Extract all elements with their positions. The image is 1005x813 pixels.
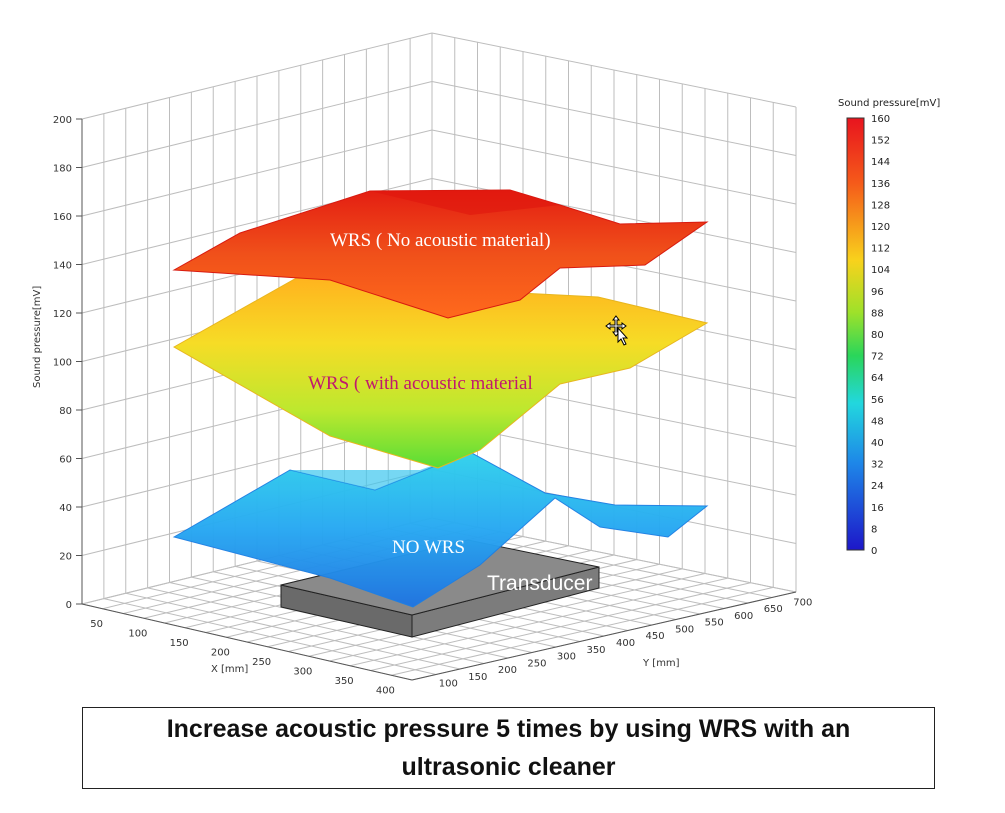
x-axis-title: X [mm] xyxy=(211,664,248,675)
x-tick-labels: 50 100 150 200 250 300 350 400 xyxy=(90,619,395,697)
y-axis-title: Y [mm] xyxy=(642,658,680,669)
colorbar-tick-label: 88 xyxy=(871,308,884,319)
colorbar-tick-label: 48 xyxy=(871,416,884,427)
x-tick-label: 350 xyxy=(335,676,354,687)
grid-line xyxy=(81,81,433,168)
y-tick-label: 650 xyxy=(764,604,783,615)
z-axis-title: Sound pressure[mV] xyxy=(32,286,43,388)
grid-line xyxy=(81,129,433,217)
colorbar-title: Sound pressure[mV] xyxy=(838,98,940,109)
y-axis-line xyxy=(411,591,797,681)
z-tick-label: 80 xyxy=(59,406,72,417)
colorbar-tick-label: 136 xyxy=(871,179,890,190)
x-tick-label: 200 xyxy=(211,647,230,658)
x-tick-label: 100 xyxy=(128,628,147,639)
grid-line xyxy=(431,81,797,156)
colorbar: Sound pressure[mV] 160152144136128120112… xyxy=(838,98,940,557)
y-tick-label: 300 xyxy=(557,652,576,663)
y-tick-label: 550 xyxy=(705,618,724,629)
label-transducer: Transducer xyxy=(487,572,592,595)
x-tick-label: 400 xyxy=(376,685,395,696)
grid-line xyxy=(350,577,728,667)
colorbar-tick-label: 96 xyxy=(871,287,884,298)
z-tick-labels: 0 20 40 60 80 100 120 140 160 180 200 xyxy=(53,115,82,611)
z-tick-label: 20 xyxy=(59,552,72,563)
z-tick-label: 0 xyxy=(66,600,72,611)
colorbar-tick-label: 0 xyxy=(871,546,877,557)
z-tick-label: 180 xyxy=(53,164,72,175)
colorbar-tick-label: 56 xyxy=(871,395,884,406)
z-tick-label: 140 xyxy=(53,261,72,272)
z-tick-label: 40 xyxy=(59,503,72,514)
grid-line xyxy=(370,582,751,671)
x-tick-label: 150 xyxy=(170,638,189,649)
surface-no-wrs xyxy=(172,451,709,608)
colorbar-tick-label: 152 xyxy=(871,136,890,147)
y-tick-label: 250 xyxy=(527,658,546,669)
colorbar-tick-label: 104 xyxy=(871,265,890,276)
colorbar-tick-label: 80 xyxy=(871,330,884,341)
y-tick-label: 700 xyxy=(793,597,812,608)
y-tick-label: 350 xyxy=(586,645,605,656)
y-tick-label: 150 xyxy=(468,672,487,683)
move-cursor-icon xyxy=(605,315,629,346)
y-tick-label: 450 xyxy=(646,631,665,642)
colorbar-tick-label: 40 xyxy=(871,438,884,449)
colorbar-tick-label: 144 xyxy=(871,157,890,168)
grid-line xyxy=(431,32,797,108)
z-tick-label: 60 xyxy=(59,455,72,466)
colorbar-tick-label: 128 xyxy=(871,200,890,211)
colorbar-gradient xyxy=(846,117,865,551)
grid-line xyxy=(431,129,797,205)
colorbar-tick-label: 16 xyxy=(871,503,884,514)
caption: Increase acoustic pressure 5 times by us… xyxy=(82,707,935,789)
y-tick-label: 400 xyxy=(616,638,635,649)
colorbar-tick-label: 64 xyxy=(871,373,884,384)
x-axis-line xyxy=(81,603,413,681)
colorbar-tick-label: 72 xyxy=(871,352,884,363)
colorbar-tick-labels: 1601521441361281201121049688807264564840… xyxy=(871,114,890,557)
y-tick-label: 100 xyxy=(439,679,458,690)
colorbar-tick-label: 24 xyxy=(871,481,884,492)
colorbar-tick-label: 120 xyxy=(871,222,890,233)
z-tick-label: 120 xyxy=(53,309,72,320)
label-with-acoustic: WRS ( with acoustic material xyxy=(308,373,533,394)
colorbar-tick-label: 8 xyxy=(871,524,877,535)
label-no-acoustic: WRS ( No acoustic material) xyxy=(330,230,551,251)
colorbar-tick-label: 112 xyxy=(871,244,890,255)
colorbar-tick-label: 32 xyxy=(871,460,884,471)
surface-chart: WRS ( No acoustic material) WRS ( with a… xyxy=(32,32,940,697)
grid-line xyxy=(329,573,706,662)
y-tick-label: 500 xyxy=(675,624,694,635)
surface-no-acoustic xyxy=(172,189,709,319)
y-tick-label: 600 xyxy=(734,611,753,622)
x-tick-label: 250 xyxy=(252,657,271,668)
label-no-wrs: NO WRS xyxy=(392,537,465,558)
grid-line xyxy=(391,586,774,676)
grid-line xyxy=(81,32,433,120)
x-tick-label: 300 xyxy=(293,666,312,677)
x-tick-label: 50 xyxy=(90,619,103,630)
z-tick-label: 100 xyxy=(53,358,72,369)
y-tick-label: 200 xyxy=(498,665,517,676)
z-tick-label: 200 xyxy=(53,115,72,126)
colorbar-tick-label: 160 xyxy=(871,114,890,125)
y-tick-labels: 100 150 200 250 300 350 400 450 500 550 600 650 700 xyxy=(439,597,813,689)
z-tick-label: 160 xyxy=(53,212,72,223)
